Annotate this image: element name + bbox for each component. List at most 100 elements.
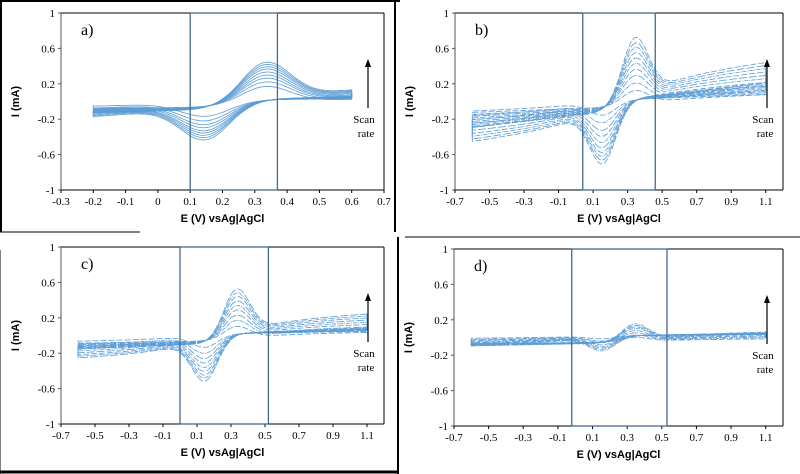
x-tick-label: 0.2 [216,196,230,208]
x-tick-label: 0.3 [620,432,634,444]
x-tick-label: -0.1 [549,432,566,444]
y-tick-label: -0.2 [431,350,448,362]
scan-rate-label-line2: rate [358,362,375,374]
x-tick-label: -0.3 [120,430,138,442]
y-tick-label: -1 [46,185,55,197]
y-tick-label: -0.2 [38,348,55,360]
panel-c: -1 -0.6 -0.2 0.2 0.6 1 -0.7 -0.5 -0.3 -0.1 0.1 0.3 0… [10,242,385,459]
panel-label: a) [81,22,93,39]
y-tick-label: -0.2 [432,114,449,126]
x-tick-label: 0.9 [724,432,738,444]
cv-curve-4 [77,309,368,364]
cv-curve-2 [471,82,767,124]
potential-window-box [571,248,668,427]
y-tick-label: 0.2 [434,315,448,327]
panel-label: b) [475,22,488,39]
y-tick-label: -1 [46,419,55,431]
panel-label: c) [81,256,93,273]
x-tick-label: 0.3 [621,196,635,208]
x-tick-label: -0.2 [85,196,102,208]
y-tick-label: 0.2 [41,313,55,325]
y-tick-label: -0.2 [38,114,55,126]
scan-rate-label-line1: Scan [752,114,774,126]
scan-rate-label-line1: Scan [353,348,375,360]
x-tick-label: 0.7 [292,430,306,442]
y-axis-title: I (mA) [10,86,22,118]
x-tick-label: 0.7 [690,432,704,444]
cv-curve-9 [92,61,353,141]
arrow-up-icon [764,295,770,303]
x-tick-label: 1.1 [759,432,773,444]
cv-curve-4 [92,74,353,129]
y-tick-label: 1 [444,8,450,20]
cv-curve-8 [77,292,368,379]
y-tick-label: 1 [50,242,56,254]
x-tick-label: -0.7 [446,196,464,208]
y-tick-label: 0.6 [41,277,55,289]
x-tick-label: 0.1 [586,196,600,208]
x-tick-label: 0.1 [183,196,197,208]
y-tick-label: 1 [50,8,56,20]
panel-label: d) [474,258,487,275]
cv-curve-6 [77,300,368,372]
cv-curve-5 [77,305,368,369]
x-tick-label: 1.1 [759,196,773,208]
cv-curve-9 [77,288,368,382]
x-tick-label: 0.5 [655,432,669,444]
panel-a: -1 -0.6 -0.2 0.2 0.6 1 -0.3 -0.2 -0.1 0 0.1 0.2 0.3 0… [10,8,391,225]
scan-rate-label-line1: Scan [353,114,375,126]
x-tick-label: -0.7 [52,430,70,442]
scan-rate-label-line2: rate [757,364,774,376]
y-tick-label: 0.2 [41,79,55,91]
x-tick-label: 0.5 [655,196,669,208]
x-tick-label: 0.1 [586,432,600,444]
arrow-up-icon [365,59,371,67]
y-axis-title: I (mA) [403,322,415,354]
x-axis-title: E (V) vsAg|AgCl [577,213,661,225]
panel-b: -1 -0.6 -0.2 0.2 0.6 1 -0.7 -0.5 -0.3 -0.1 0.1 0.3 0… [404,8,784,225]
arrow-up-icon [365,293,371,301]
y-tick-label: -1 [440,185,449,197]
scan-rate-label-line1: Scan [752,350,774,362]
x-tick-label: 0.7 [690,196,704,208]
cv-curve-1 [471,90,767,116]
x-tick-label: -0.3 [515,196,533,208]
x-tick-label: -0.5 [481,196,499,208]
x-tick-label: 0.9 [724,196,738,208]
x-tick-label: 0.6 [345,196,359,208]
potential-window-box [582,12,656,191]
cv-curve-1 [77,325,368,348]
x-tick-label: 0 [155,196,161,208]
y-tick-label: 0.6 [41,43,55,55]
cv-curve-9 [471,42,767,161]
cv-curve-6 [471,57,767,149]
y-tick-label: -0.6 [38,384,56,396]
x-tick-label: 0.4 [280,196,294,208]
x-tick-label: 0.5 [258,430,272,442]
y-tick-label: 0.6 [434,279,448,291]
scan-rate-label-line2: rate [358,128,375,140]
y-tick-label: -0.6 [38,150,56,162]
y-tick-label: 0.2 [435,79,449,91]
cv-curve-10 [471,37,767,165]
y-tick-label: -1 [439,421,448,433]
y-tick-label: -0.6 [431,386,449,398]
x-tick-label: -0.1 [117,196,134,208]
x-tick-label: -0.3 [52,196,70,208]
y-tick-label: 1 [443,244,449,256]
scan-rate-label-line2: rate [757,128,774,140]
x-tick-label: 0.7 [377,196,391,208]
y-tick-label: 0.6 [435,43,449,55]
panel-d: -1 -0.6 -0.2 0.2 0.6 1 -0.7 -0.5 -0.3 -0.1 0.1 0.3 0… [403,244,784,461]
x-tick-label: 0.1 [190,430,204,442]
x-tick-label: 0.3 [224,430,238,442]
x-axis-title: E (V) vsAg|AgCl [181,447,265,459]
x-tick-label: -0.1 [154,430,171,442]
x-tick-label: -0.1 [550,196,567,208]
y-tick-label: -0.6 [432,150,450,162]
x-tick-label: -0.5 [86,430,104,442]
y-axis-title: I (mA) [10,320,22,352]
x-tick-label: 1.1 [360,430,374,442]
y-axis-title: I (mA) [404,86,416,118]
